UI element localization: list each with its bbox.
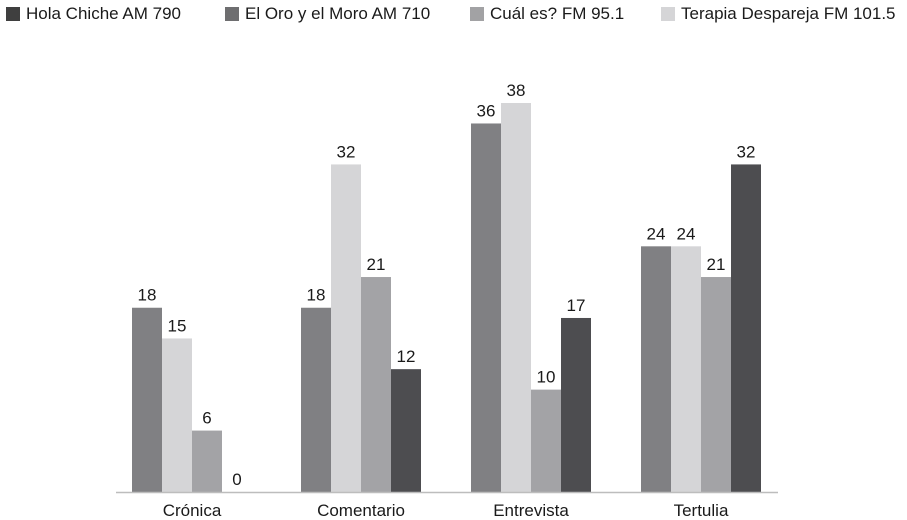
data-label: 32 bbox=[737, 142, 756, 161]
legend-item: El Oro y el Moro AM 710 bbox=[225, 4, 430, 24]
bar bbox=[301, 307, 331, 492]
bar bbox=[162, 338, 192, 492]
data-label: 24 bbox=[647, 224, 666, 243]
bar bbox=[331, 164, 361, 492]
category-label: Comentario bbox=[317, 501, 405, 520]
bar bbox=[531, 389, 561, 492]
legend-label: El Oro y el Moro AM 710 bbox=[245, 4, 431, 23]
legend-item: Cuál es? FM 95.1 bbox=[470, 4, 624, 24]
data-label: 32 bbox=[337, 142, 356, 161]
legend-label: Hola Chiche AM 790 bbox=[26, 4, 181, 23]
data-label: 10 bbox=[537, 368, 556, 387]
legend-item: Terapia Despareja FM 101.5 bbox=[661, 4, 896, 24]
bar bbox=[501, 103, 531, 492]
data-label: 15 bbox=[168, 316, 187, 335]
legend-swatch bbox=[225, 7, 239, 21]
data-label: 36 bbox=[477, 101, 496, 120]
data-label: 17 bbox=[567, 296, 586, 315]
data-label: 18 bbox=[307, 286, 326, 305]
category-label: Entrevista bbox=[493, 501, 569, 520]
legend-item: Hola Chiche AM 790 bbox=[6, 4, 181, 24]
data-label: 6 bbox=[202, 409, 211, 428]
bar bbox=[671, 246, 701, 492]
bar bbox=[471, 123, 501, 492]
bar bbox=[192, 430, 222, 492]
legend-swatch bbox=[6, 7, 20, 21]
category-label: Tertulia bbox=[674, 501, 729, 520]
data-label: 12 bbox=[397, 347, 416, 366]
data-label: 0 bbox=[232, 470, 241, 489]
bar bbox=[561, 317, 591, 492]
data-label: 24 bbox=[677, 224, 696, 243]
legend-label: Terapia Despareja FM 101.5 bbox=[681, 4, 896, 23]
data-label: 21 bbox=[367, 255, 386, 274]
legend-swatch bbox=[470, 7, 484, 21]
bar bbox=[391, 369, 421, 492]
bar bbox=[701, 277, 731, 492]
data-label: 38 bbox=[507, 81, 526, 100]
bar bbox=[361, 277, 391, 492]
legend-label: Cuál es? FM 95.1 bbox=[490, 4, 625, 23]
data-label: 18 bbox=[138, 286, 157, 305]
legend: Hola Chiche AM 790 El Oro y el Moro AM 7… bbox=[0, 4, 907, 34]
category-label: Crónica bbox=[163, 501, 222, 520]
bar bbox=[731, 164, 761, 492]
legend-swatch bbox=[661, 7, 675, 21]
bar bbox=[132, 307, 162, 492]
data-label: 21 bbox=[707, 255, 726, 274]
bar bbox=[641, 246, 671, 492]
